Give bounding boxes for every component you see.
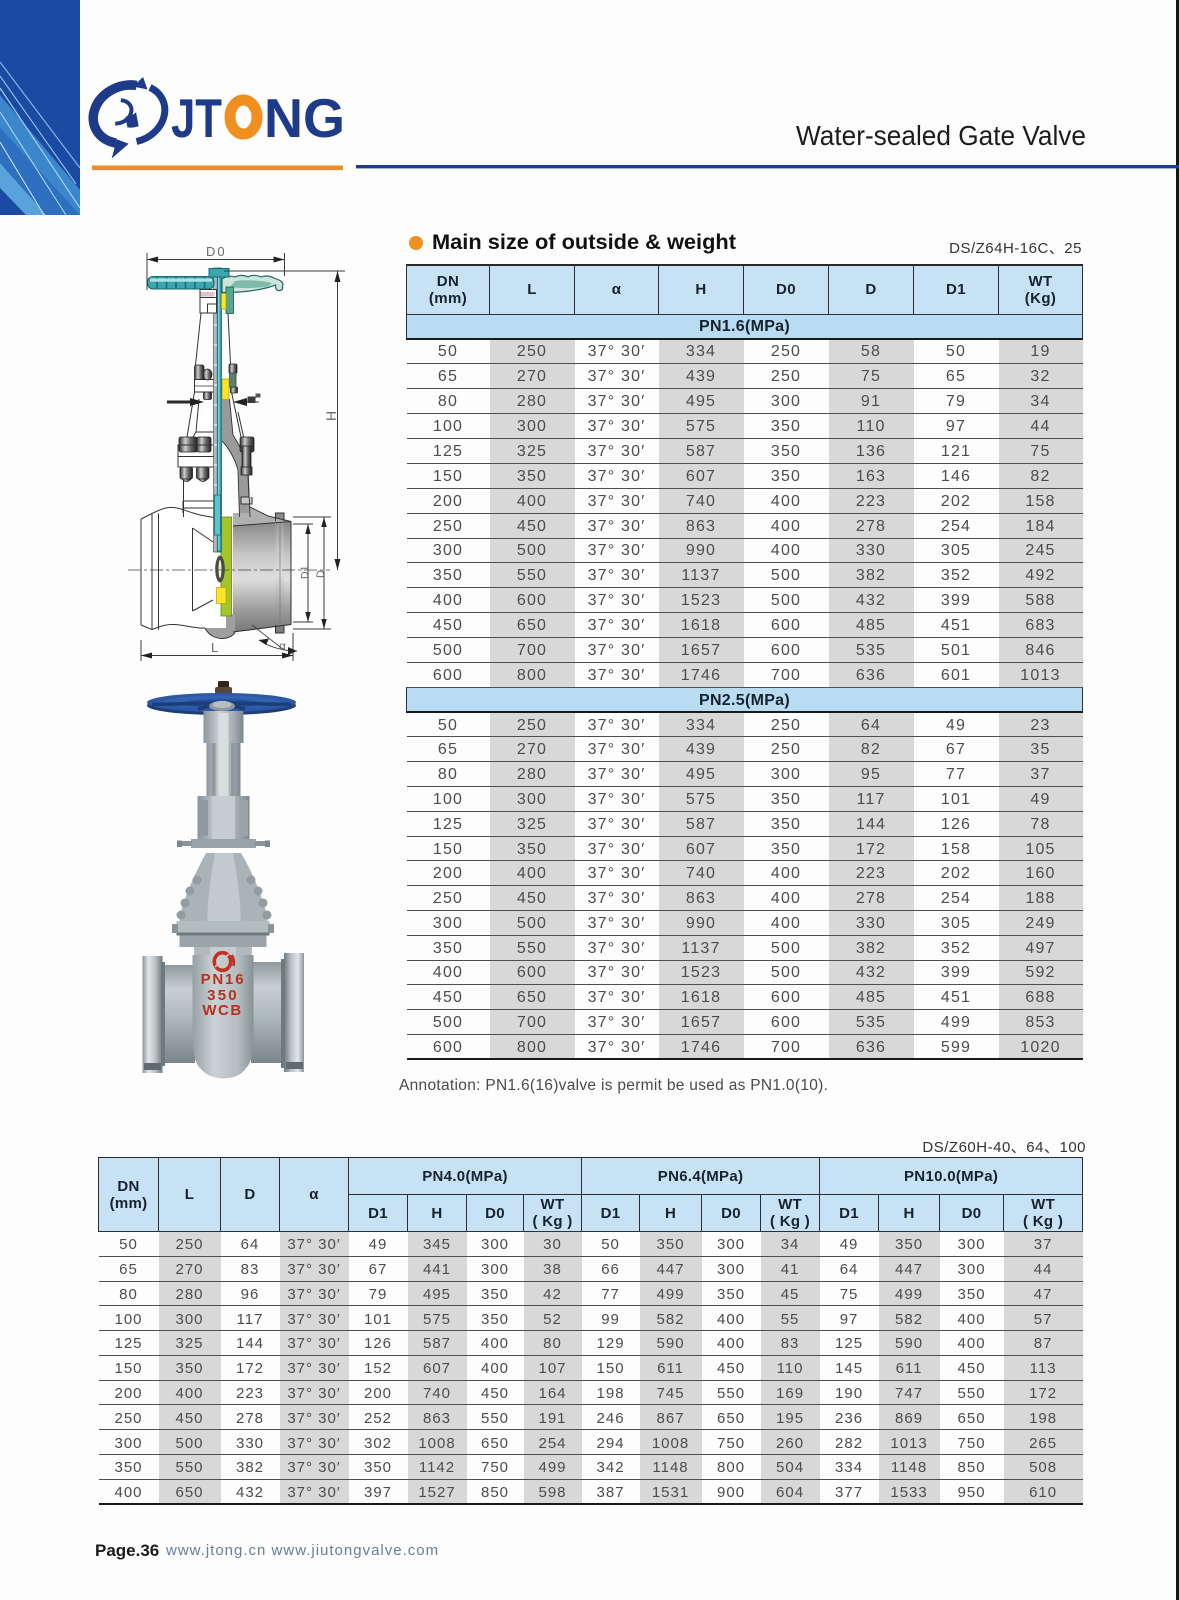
svg-text:DS/Z64H-16C、25: DS/Z64H-16C、25 [949,240,1082,257]
svg-text:NG: NG [264,87,345,149]
svg-text:α: α [279,639,286,653]
svg-text:WCB: WCB [202,1002,242,1019]
svg-text:www.jtong.cn www.jiutongvalve: www.jtong.cn www.jiutongvalve.com [165,1542,439,1559]
svg-text:Annotation: PN1.6(16)valve is: Annotation: PN1.6(16)valve is permit be … [399,1077,828,1094]
svg-text:D: D [315,570,327,578]
svg-text:D0: D0 [206,244,227,259]
svg-text:D1: D1 [299,565,311,579]
svg-text:JT: JT [171,87,222,149]
svg-text:L: L [211,640,218,655]
svg-text:PN16: PN16 [201,971,246,988]
svg-text:Main size of outside & weight: Main size of outside & weight [432,231,736,254]
svg-text:Page.36: Page.36 [95,1541,159,1560]
svg-text:Water-sealed Gate Valve: Water-sealed Gate Valve [796,120,1086,151]
svg-text:H: H [323,411,339,421]
svg-text:DS/Z60H-40、64、100: DS/Z60H-40、64、100 [922,1139,1086,1156]
svg-text:350: 350 [207,987,239,1004]
